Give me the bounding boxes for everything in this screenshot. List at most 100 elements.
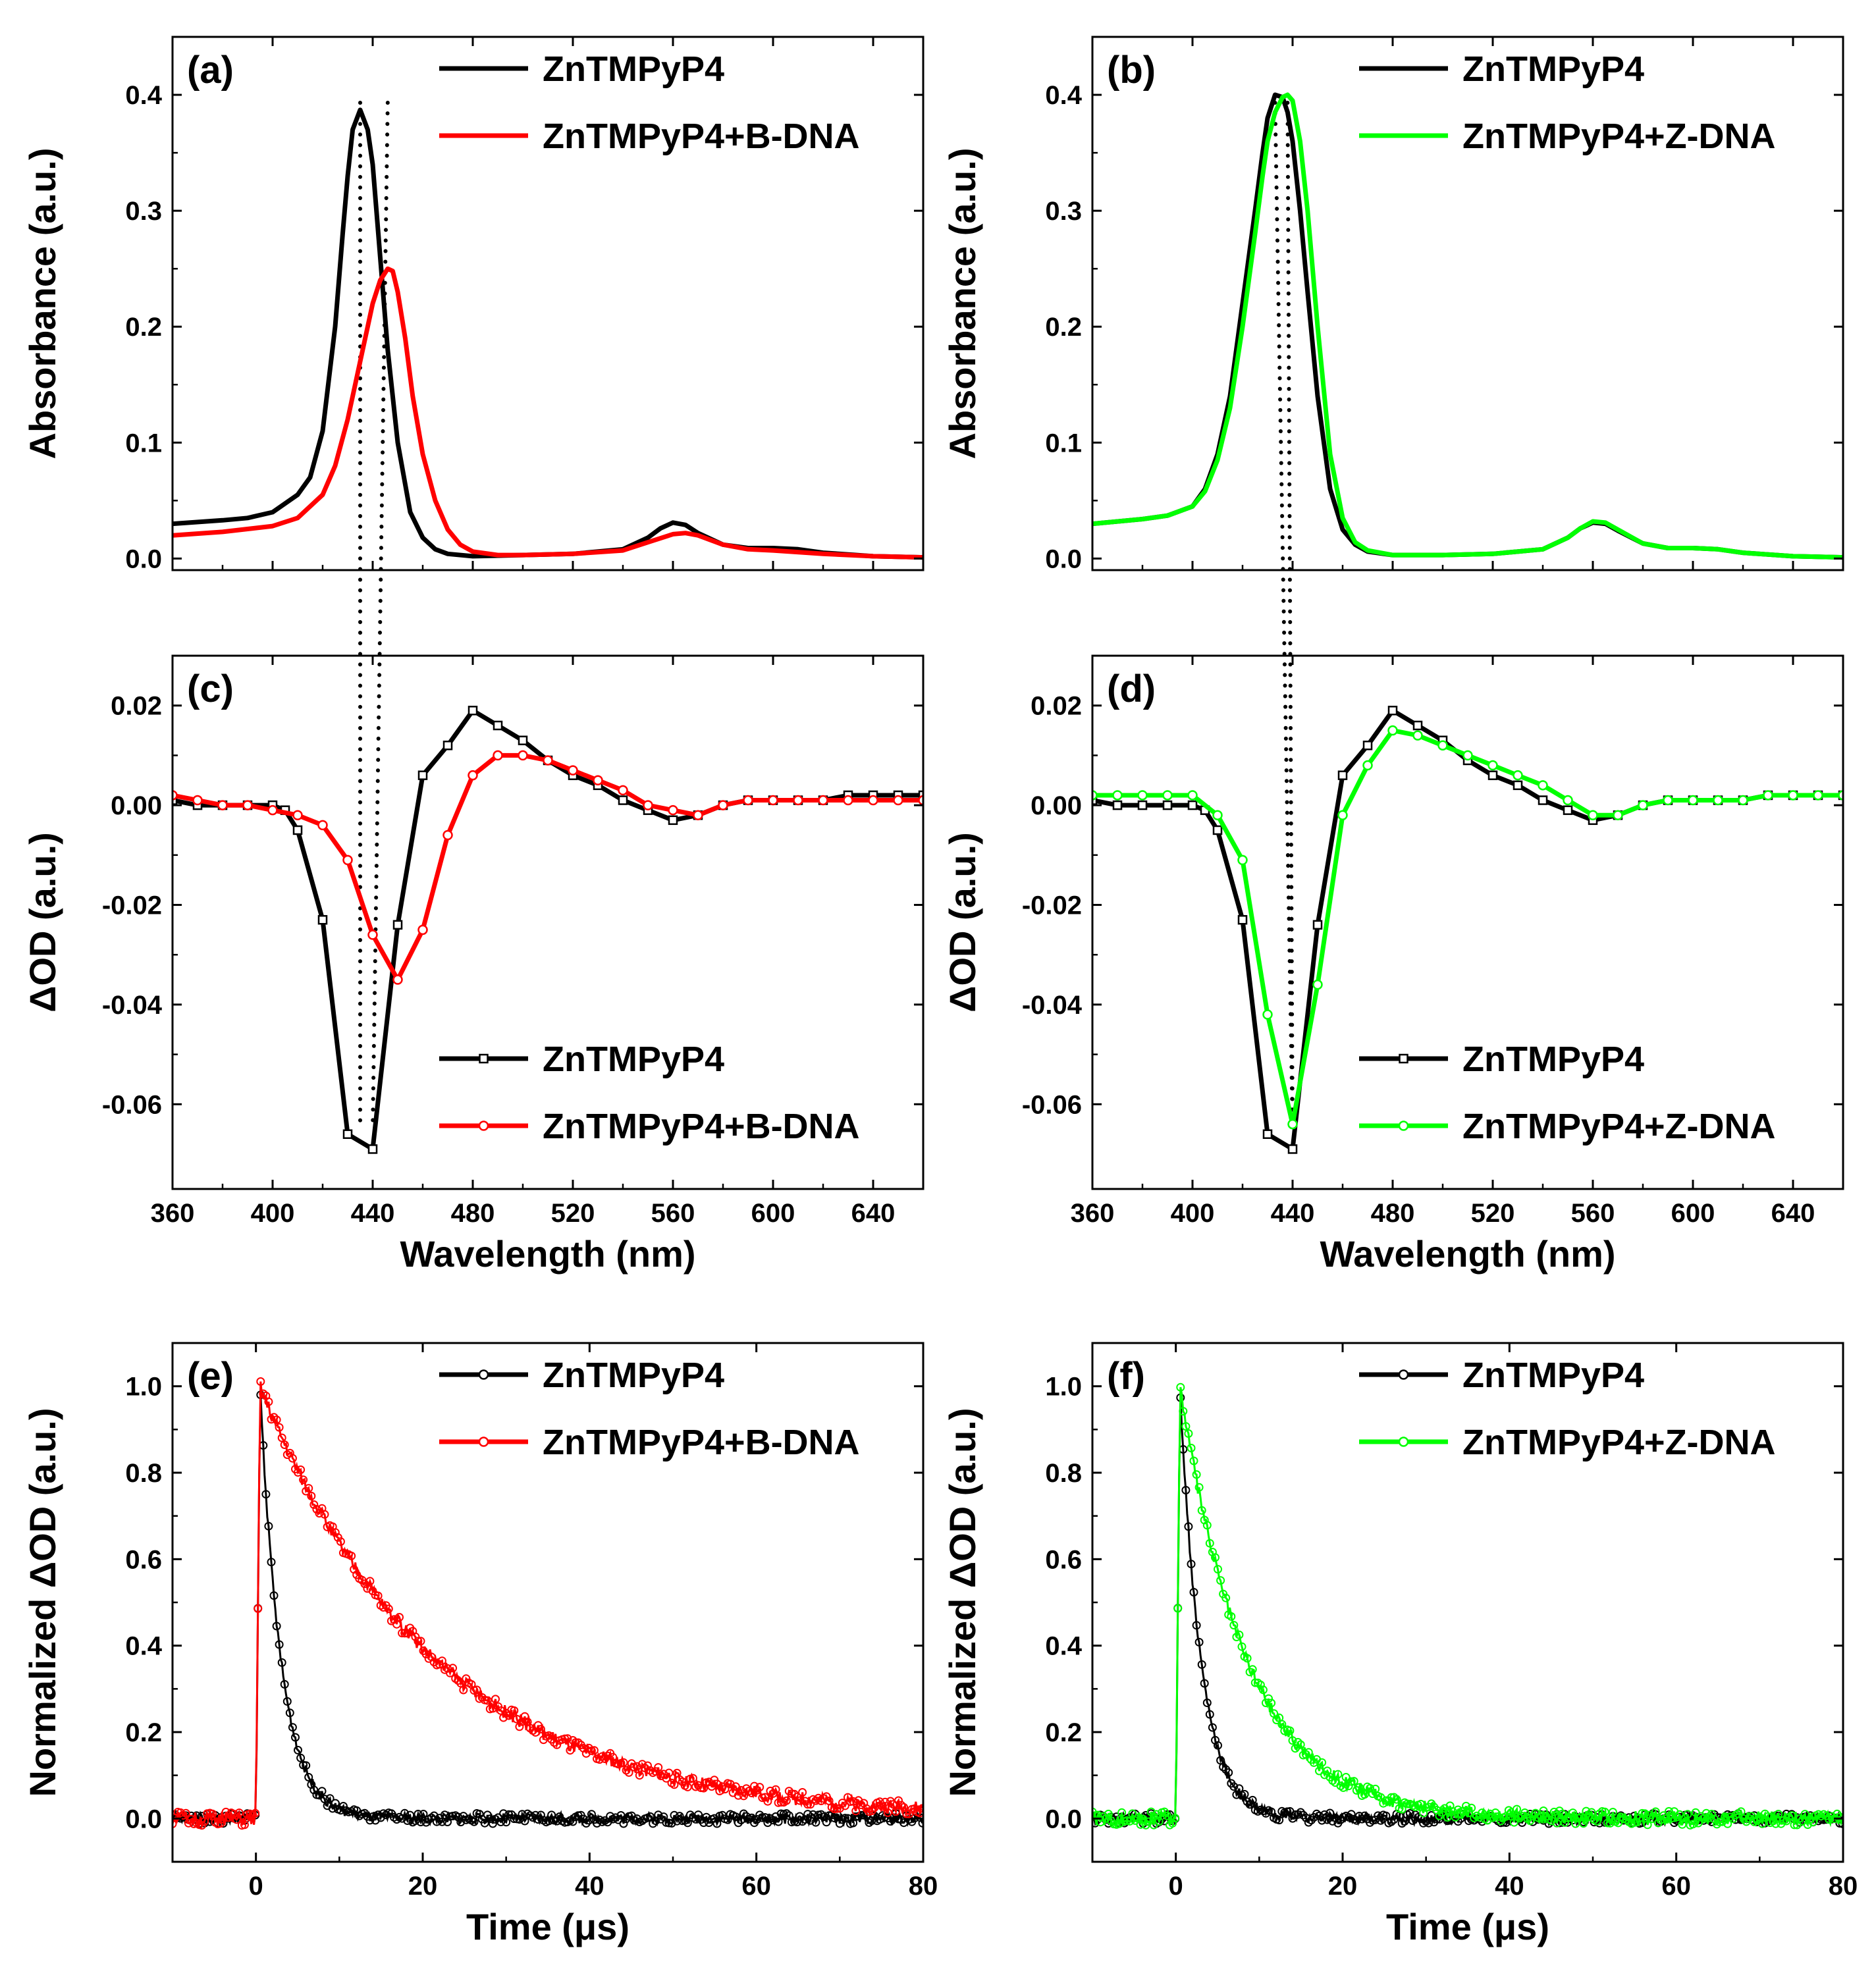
data-point <box>1092 795 1098 805</box>
y-axis-title: Absorbance (a.u.) <box>942 148 983 460</box>
panel-d: 360 400 440 480 520 560 600 640 -0.06 -0.04 -0.02 0… <box>942 654 1844 1275</box>
data-point <box>480 1818 489 1828</box>
data-point <box>1560 1818 1569 1827</box>
data-point <box>1194 1637 1204 1647</box>
data-point <box>763 1797 772 1806</box>
data-point <box>1214 1565 1222 1574</box>
data-point <box>417 770 428 780</box>
data-point <box>915 1808 923 1818</box>
data-point <box>208 1809 217 1818</box>
panel-label: (b) <box>1107 49 1156 92</box>
data-point <box>267 804 278 816</box>
data-point <box>1813 790 1823 801</box>
x-tick-label: 360 <box>1071 1199 1115 1228</box>
data-point <box>1563 795 1573 806</box>
data-point <box>200 1817 209 1826</box>
legend-label: ZnTMPyP4 <box>543 1356 724 1395</box>
guide-lines-layer <box>358 101 1295 1132</box>
data-point <box>691 1814 700 1824</box>
data-point <box>566 1746 575 1755</box>
data-point <box>367 1144 378 1154</box>
data-point <box>1387 1793 1396 1802</box>
data-point <box>392 920 403 930</box>
data-point <box>1683 1810 1692 1819</box>
y-tick-label: 0.6 <box>125 1545 162 1574</box>
data-point <box>739 1809 748 1818</box>
y-tick-label: 0.0 <box>1045 1805 1082 1833</box>
data-point <box>1101 1814 1110 1823</box>
data-point <box>668 804 678 816</box>
data-point <box>468 770 478 781</box>
data-point <box>1227 1612 1236 1621</box>
series-line <box>173 107 923 560</box>
data-point <box>1258 1806 1268 1816</box>
x-axis-title: Wavelength (nm) <box>1320 1233 1615 1275</box>
data-point <box>892 1807 900 1816</box>
data-point <box>299 1475 308 1485</box>
data-point <box>1673 1812 1682 1822</box>
data-point <box>1387 706 1398 716</box>
data-point <box>272 1415 281 1425</box>
data-point <box>533 1815 543 1824</box>
data-point <box>1462 750 1473 761</box>
data-point <box>1243 1654 1252 1663</box>
legend-marker <box>479 1053 489 1064</box>
plot-frame <box>171 1342 925 1863</box>
data-point <box>1333 1770 1343 1779</box>
data-point <box>1632 1818 1642 1827</box>
data-point <box>440 1810 449 1820</box>
data-point <box>1638 800 1648 810</box>
x-tick-label: 80 <box>1829 1872 1858 1901</box>
data-point <box>510 1706 519 1715</box>
data-point <box>269 1591 279 1600</box>
data-point <box>1211 1553 1219 1562</box>
y-tick-label: -0.02 <box>102 891 162 920</box>
series-line <box>1092 1386 1843 1828</box>
data-point <box>1838 790 1843 801</box>
data-point <box>659 1770 668 1779</box>
series-zntmpyp4-dna <box>173 750 923 985</box>
data-point <box>317 914 328 925</box>
data-point <box>448 1664 458 1673</box>
y-tick-label: 0.0 <box>125 544 162 573</box>
data-point <box>488 1819 497 1828</box>
data-point <box>793 795 803 806</box>
data-point <box>712 1819 722 1828</box>
legend-label: ZnTMPyP4 <box>1462 1040 1644 1079</box>
data-point <box>1181 1422 1191 1431</box>
data-point <box>654 1810 663 1820</box>
data-point <box>552 1740 562 1749</box>
data-point <box>291 1733 300 1742</box>
legend: ZnTMPyP4 ZnTMPyP4+Z-DNA <box>1359 49 1776 156</box>
data-point <box>822 1792 831 1801</box>
data-point <box>598 1752 607 1761</box>
x-tick-label: 20 <box>1328 1872 1358 1901</box>
y-tick-label: 0.0 <box>125 1805 162 1833</box>
data-point <box>336 1537 345 1546</box>
data-point <box>520 1816 529 1826</box>
data-point <box>918 790 923 801</box>
data-point <box>304 1484 313 1493</box>
x-tick-label: 400 <box>251 1199 295 1228</box>
data-point <box>1267 1699 1276 1708</box>
data-point <box>667 1819 676 1828</box>
legend-marker <box>1399 1053 1408 1064</box>
data-point <box>1371 1815 1380 1824</box>
data-point <box>683 1782 692 1791</box>
data-point <box>288 1454 297 1463</box>
series-zntmpyp4-dna <box>173 1377 923 1830</box>
panels-layer: 0.0 0.1 0.2 0.3 0.4 Absorbance (a.u.) (a) ZnTMP… <box>22 36 1858 1947</box>
data-point <box>1125 1816 1135 1826</box>
data-point <box>304 1773 313 1781</box>
data-point <box>280 1440 289 1449</box>
data-point <box>1371 1784 1380 1793</box>
data-point <box>849 1797 858 1806</box>
data-point <box>469 1817 479 1826</box>
data-point <box>292 825 303 835</box>
plot-frame <box>171 654 925 1190</box>
data-point <box>1243 1797 1252 1806</box>
dotted-guide-line <box>1273 101 1295 1132</box>
data-point <box>817 1810 826 1819</box>
data-point <box>1237 855 1248 866</box>
legend-marker <box>478 1369 489 1380</box>
